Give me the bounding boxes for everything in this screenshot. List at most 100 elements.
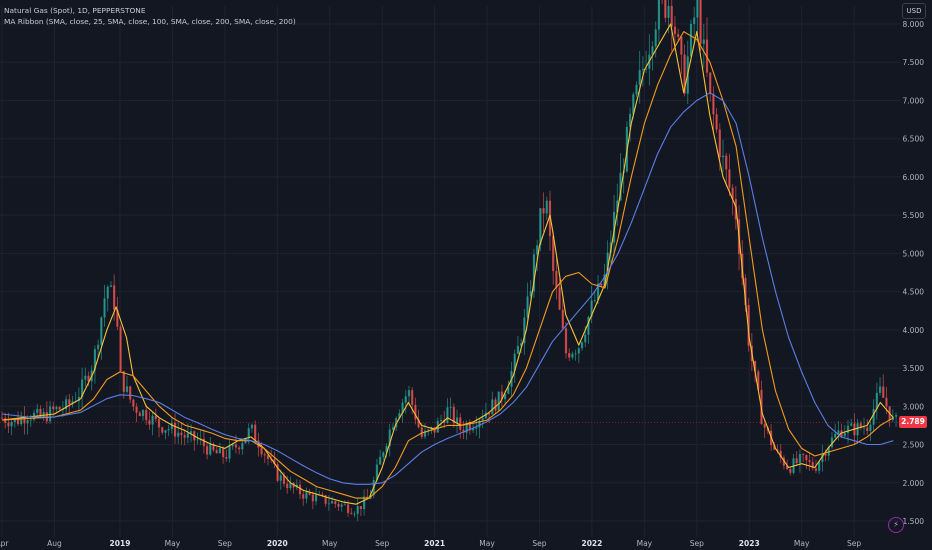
candle-body [869, 424, 872, 431]
candle-body [125, 386, 129, 392]
x-tick-label: 2022 [581, 539, 602, 548]
candle-body [846, 425, 850, 433]
y-tick-label: 8.000 [903, 20, 925, 29]
candle-body [225, 457, 228, 459]
candle-body [731, 187, 734, 200]
candle-body [894, 415, 898, 417]
candle-body [673, 26, 677, 35]
candle-body [93, 349, 97, 371]
candle-body [375, 464, 379, 481]
y-tick-label: 5.000 [903, 249, 925, 258]
candle-body [350, 512, 353, 514]
candle-body [363, 496, 366, 510]
candle-body [68, 399, 71, 405]
candle-body [404, 396, 407, 403]
lightning-icon[interactable]: ⚡ [888, 517, 904, 533]
x-tick-label: Sep [375, 539, 389, 548]
candle-body [654, 29, 657, 47]
candle-body [718, 129, 721, 158]
candle-body [148, 420, 151, 425]
candle-body [189, 431, 193, 434]
candle-body [548, 200, 552, 237]
candle-body [138, 412, 141, 417]
candle-body [878, 386, 882, 393]
candle-body [103, 298, 106, 318]
candle-body [667, 5, 670, 18]
candle-body [459, 417, 462, 430]
candle-body [157, 418, 161, 428]
candle-body [628, 113, 632, 127]
candle-body [455, 417, 459, 424]
symbol-title[interactable]: Natural Gas (Spot), 1D, PEPPERSTONE [4, 6, 146, 15]
candle-body [141, 410, 145, 417]
candle-body [337, 503, 340, 507]
time-axis[interactable]: Apr Aug 2019 May Sep 2020 May Sep 2021 May Sep 2022… [0, 539, 861, 548]
candle-body [696, 0, 699, 18]
candle-body [786, 465, 789, 470]
candle-body [411, 390, 414, 405]
y-tick-label: 1.500 [903, 517, 925, 526]
x-tick-label: May [479, 539, 495, 548]
x-tick-label: May [322, 539, 338, 548]
y-tick-label: 6.500 [903, 135, 925, 144]
candle-body [231, 444, 234, 447]
candle-body [753, 360, 757, 372]
candle-body [721, 155, 725, 158]
candle-body [504, 393, 507, 400]
currency-button[interactable]: USD [902, 3, 926, 19]
candle-body [481, 418, 484, 421]
candle-body [135, 406, 138, 413]
candle-body [555, 270, 558, 288]
candle-body [702, 39, 705, 44]
y-tick-label: 2.000 [903, 479, 925, 488]
candle-body [465, 424, 468, 433]
candle-body [209, 443, 212, 455]
candle-body [587, 316, 590, 335]
x-tick-label: 2020 [267, 539, 288, 548]
candle-body [330, 501, 334, 504]
candle-body [382, 452, 385, 457]
candle-body [500, 391, 504, 400]
candle-body [81, 379, 84, 397]
candle-body [167, 429, 170, 431]
candle-body [161, 427, 164, 433]
candle-body [577, 348, 580, 354]
candle-body [314, 494, 318, 502]
candle-body [324, 495, 327, 504]
x-tick-label: 2021 [424, 539, 445, 548]
candle-body [590, 300, 593, 317]
candle-body [446, 407, 449, 423]
candle-body [475, 427, 478, 429]
candle-body [824, 454, 827, 456]
ma-25-line [1, 23, 894, 505]
indicator-label[interactable]: MA Ribbon (SMA, close, 25, SMA, close, 1… [4, 17, 296, 26]
candle-body [359, 506, 363, 510]
candle-body [186, 433, 189, 438]
candle-body [539, 208, 542, 246]
price-axis[interactable]: 8.000 7.500 7.000 6.500 6.000 5.500 5.000 4.500… [903, 20, 925, 526]
candle-body [77, 396, 81, 402]
candle-body [327, 503, 330, 505]
candle-body [584, 334, 587, 343]
y-tick-label: 3.500 [903, 364, 925, 373]
candle-body [238, 447, 241, 450]
candle-body [782, 457, 786, 466]
candle-body [487, 412, 491, 415]
candle-body [593, 300, 596, 301]
candle-body [276, 464, 279, 481]
candle-body [282, 475, 286, 484]
candle-body [683, 54, 686, 94]
candle-body [580, 342, 584, 349]
candle-body [215, 450, 218, 454]
candle-body [10, 421, 13, 427]
candle-body [773, 445, 776, 450]
candle-body [247, 428, 250, 439]
chart-legend: Natural Gas (Spot), 1D, PEPPERSTONE MA R… [4, 5, 296, 27]
candle-body [273, 459, 276, 465]
x-tick-label: Aug [47, 539, 62, 548]
candle-body [353, 513, 356, 515]
candle-body [202, 438, 205, 447]
candle-body [398, 413, 401, 419]
ma-200-line [1, 92, 894, 485]
